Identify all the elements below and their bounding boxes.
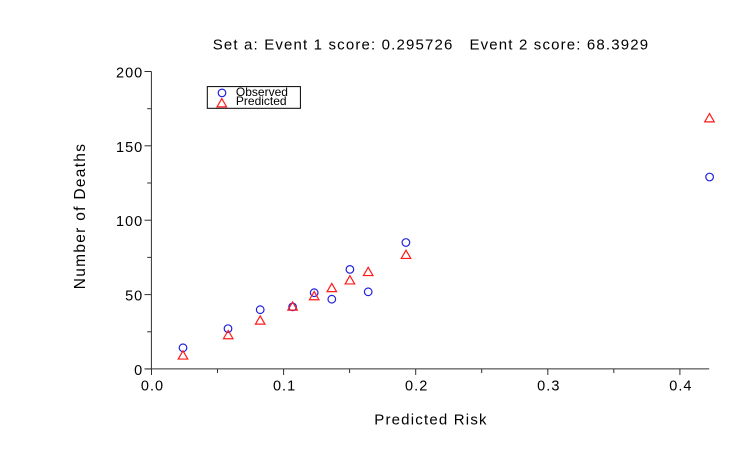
- svg-text:0: 0: [134, 363, 143, 379]
- svg-text:Observed: Observed: [236, 85, 288, 99]
- svg-text:150: 150: [116, 140, 143, 156]
- svg-text:0.3: 0.3: [537, 379, 560, 395]
- svg-text:50: 50: [125, 289, 143, 305]
- svg-text:100: 100: [116, 214, 143, 230]
- svg-text:Set a: Event 1 score: 0.295726: Set a: Event 1 score: 0.295726 Event 2 s…: [213, 36, 650, 53]
- svg-text:0.0: 0.0: [141, 379, 164, 395]
- svg-text:Predicted: Predicted: [236, 94, 287, 108]
- svg-text:Number of Deaths: Number of Deaths: [72, 143, 89, 290]
- svg-text:0.4: 0.4: [669, 379, 692, 395]
- svg-text:200: 200: [116, 66, 143, 82]
- svg-text:0.1: 0.1: [273, 379, 296, 395]
- svg-text:Predicted Risk: Predicted Risk: [374, 412, 488, 429]
- svg-text:0.2: 0.2: [405, 379, 428, 395]
